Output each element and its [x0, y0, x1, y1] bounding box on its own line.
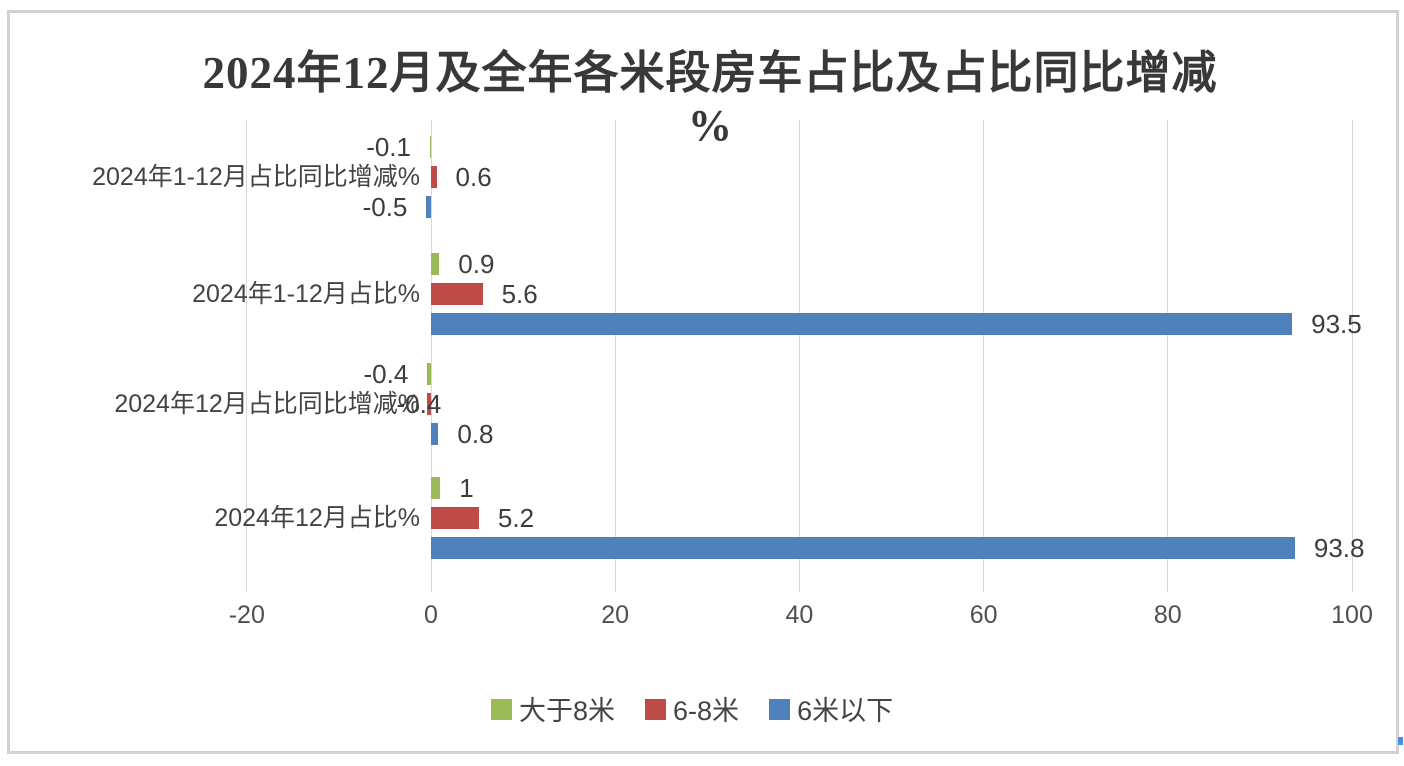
gridline-x-0: [430, 120, 432, 592]
x-tick-0: 0: [424, 601, 438, 629]
gridline-x-40: [798, 120, 800, 592]
legend-swatch-icon: [491, 699, 512, 720]
bar-s0-c2: [427, 363, 431, 385]
category-label-3: 2024年12月占比%: [214, 504, 420, 532]
bar-s2-c2: [431, 423, 439, 445]
bar-label-s1-c3: 5.2: [497, 503, 535, 533]
chart-title-line2: %: [688, 101, 732, 150]
bar-label-s0-c3: 1: [459, 473, 474, 503]
x-tick-20: 20: [601, 601, 630, 629]
bar-label-s2-c1: 93.5: [1311, 309, 1362, 339]
category-label-1: 2024年1-12月占比%: [192, 280, 420, 308]
bar-s2-c1: [431, 313, 1293, 335]
legend-swatch-icon: [645, 699, 667, 720]
category-label-0: 2024年1-12月占比同比增减%: [92, 163, 420, 191]
bar-label-s2-c2: 0.8: [457, 419, 494, 449]
bar-label-s1-c2: -0.4: [396, 389, 442, 419]
bar-s1-c2: [427, 393, 431, 415]
bar-label-s0-c0: -0.1: [366, 132, 411, 162]
gridline-x-60: [983, 120, 985, 592]
bar-label-s1-c0: 0.6: [455, 162, 492, 192]
category-label-2: 2024年12月占比同比增减%: [114, 390, 420, 418]
bar-s1-c3: [431, 507, 479, 529]
gridline-x-80: [1167, 120, 1169, 592]
bar-label-s1-c1: 5.6: [501, 279, 538, 309]
bar-label-s2-c3: 93.8: [1313, 533, 1365, 563]
gridline-x--20: [246, 120, 248, 592]
bar-label-s0-c2: -0.4: [363, 359, 409, 389]
legend-swatch-icon: [769, 699, 791, 720]
x-tick-80: 80: [1153, 601, 1182, 629]
legend-item-2: 6米以下: [769, 689, 893, 728]
bar-s0-c3: [431, 477, 441, 499]
chart-title-line1: 2024年12月及全年各米段房车占比及占比同比增减: [202, 48, 1218, 98]
x-tick-60: 60: [969, 601, 998, 629]
bar-s1-c1: [431, 283, 483, 305]
bar-s2-c0: [426, 196, 431, 218]
bar-s2-c3: [431, 537, 1295, 559]
bar-s1-c0: [431, 166, 437, 188]
legend-label: 6米以下: [797, 696, 894, 726]
bar-label-s2-c0: -0.5: [362, 192, 408, 222]
x-tick-100: 100: [1331, 601, 1373, 629]
selection-handle-artifact: [1398, 737, 1403, 745]
x-tick-40: 40: [785, 601, 814, 629]
bar-label-s0-c1: 0.9: [458, 249, 495, 279]
chart-frame: [7, 10, 1399, 754]
legend: 大于8米 6-8米 6米以下: [491, 689, 893, 728]
x-tick--20: -20: [228, 601, 265, 629]
gridline-x-20: [614, 120, 616, 592]
legend-label: 大于8米: [519, 696, 616, 726]
legend-item-1: 6-8米: [645, 689, 739, 728]
legend-label: 6-8米: [673, 696, 740, 726]
gridline-x-100: [1351, 120, 1353, 592]
legend-item-0: 大于8米: [491, 689, 615, 728]
bar-s0-c0: [430, 136, 431, 158]
bar-s0-c1: [431, 253, 440, 275]
